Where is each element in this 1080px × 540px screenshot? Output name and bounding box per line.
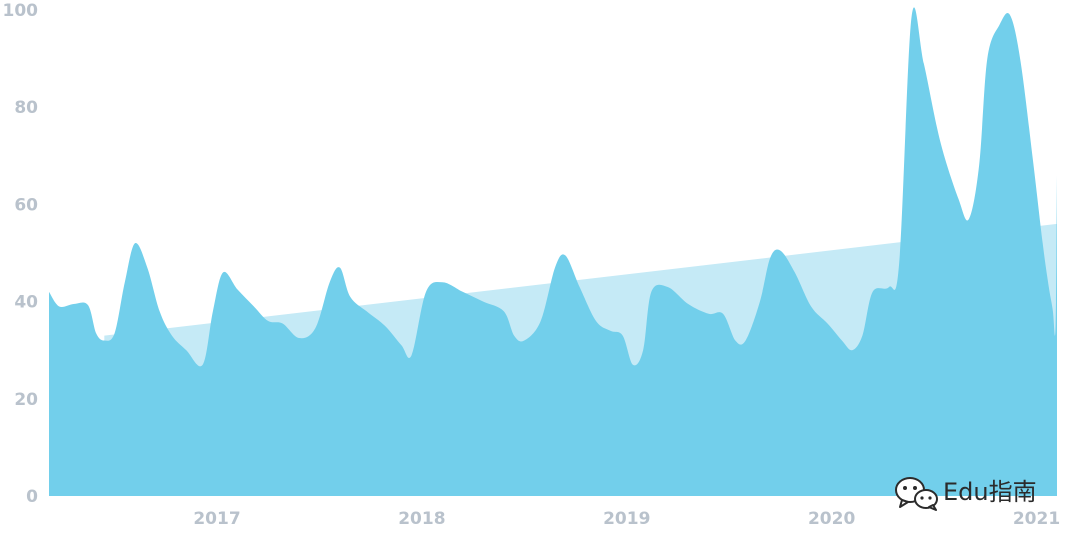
y-tick-label: 60 [14, 195, 38, 215]
x-tick-label: 2017 [193, 509, 240, 529]
wechat-icon [895, 477, 938, 511]
x-tick-label: 2018 [398, 509, 445, 529]
x-tick-label: 2019 [603, 509, 650, 529]
watermark: Edu指南 [895, 477, 1037, 511]
x-tick-label: 2020 [808, 509, 855, 529]
y-tick-label: 100 [3, 1, 39, 21]
x-tick-label: 2021 [1013, 509, 1060, 529]
x-axis: 2017 2018 2019 2020 2021 [193, 509, 1060, 529]
y-axis: 0 20 40 60 80 100 [3, 1, 39, 507]
y-tick-label: 40 [14, 293, 38, 313]
watermark-text: Edu指南 [943, 478, 1037, 506]
y-tick-label: 20 [14, 390, 38, 410]
y-tick-label: 0 [26, 487, 38, 507]
y-tick-label: 80 [14, 98, 38, 118]
series-area [49, 7, 1057, 496]
